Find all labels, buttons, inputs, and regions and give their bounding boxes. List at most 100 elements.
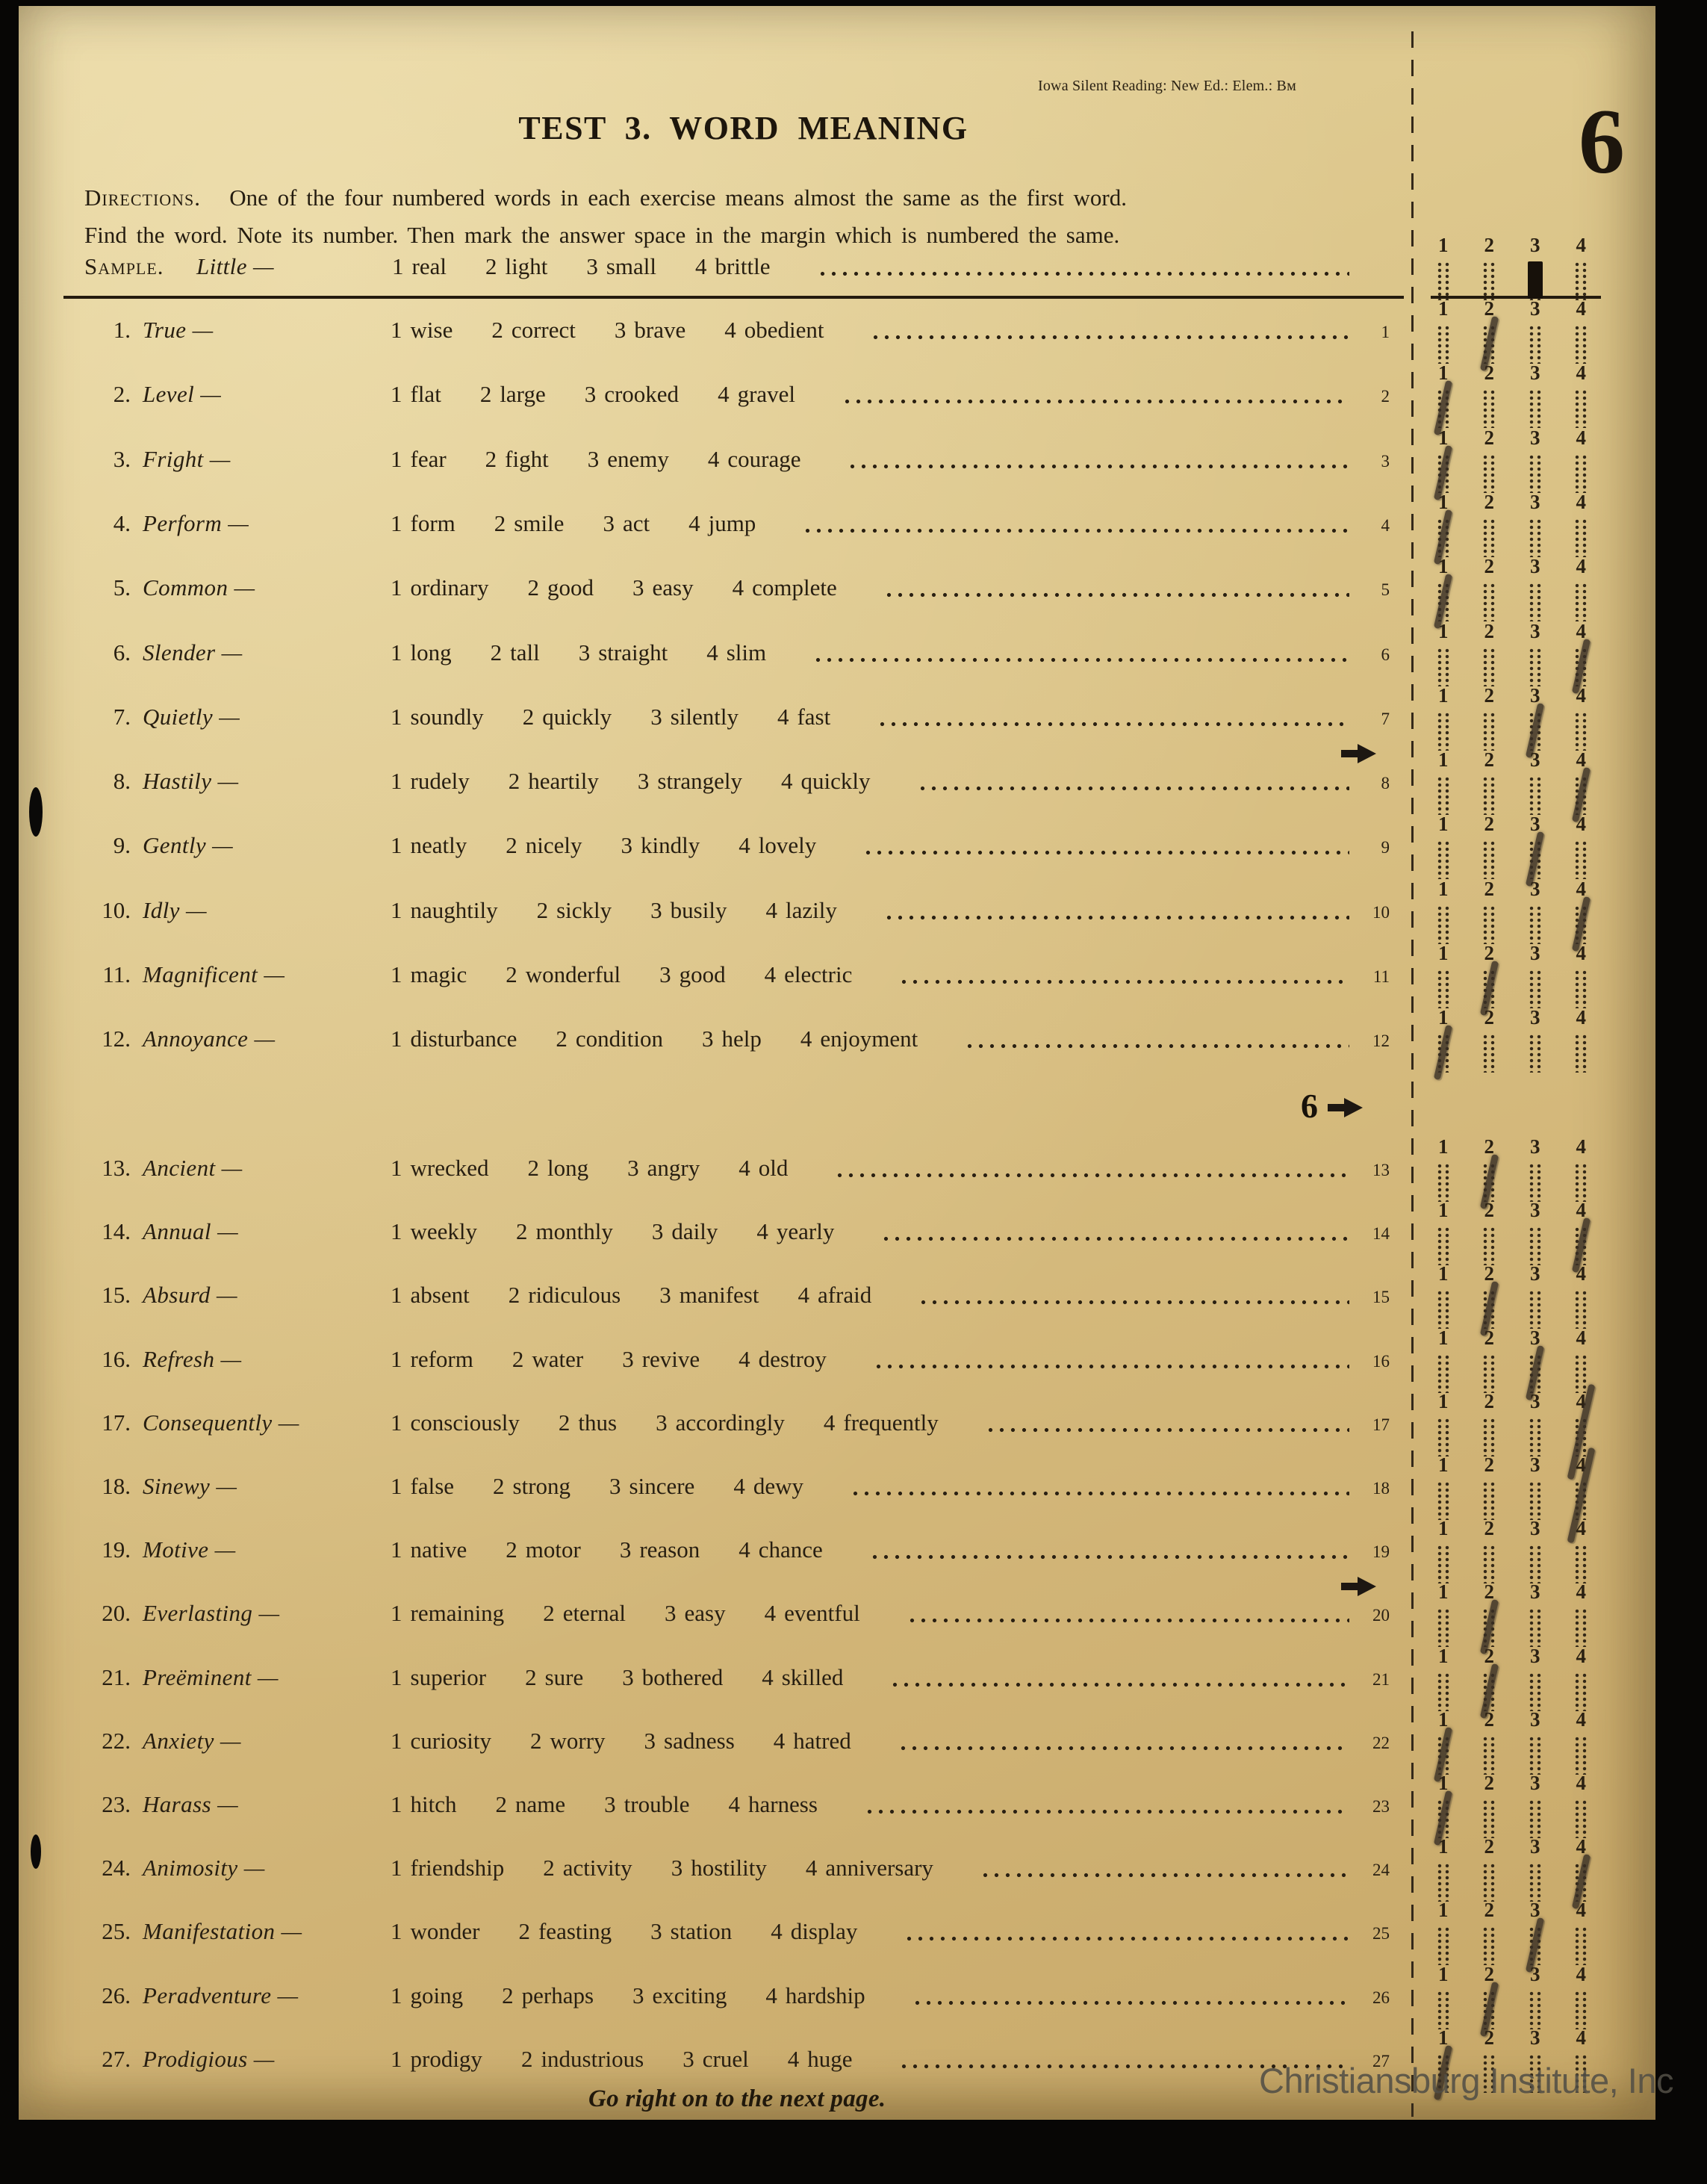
option-digit: 4: [765, 1982, 777, 2008]
option-digit: 3: [604, 1791, 616, 1817]
option-4: 4 dewy: [733, 1473, 803, 1499]
directions-paragraph: Directions. One of the four numbered wor…: [84, 179, 1393, 253]
option-3: 3 brave: [614, 317, 686, 343]
answer-dots: [1527, 1290, 1543, 1329]
option-1: 1 curiosity: [391, 1728, 491, 1754]
answer-column-label: 4: [1576, 620, 1587, 642]
answer-dots: [1527, 1736, 1543, 1775]
answer-column-label: 3: [1530, 1645, 1540, 1667]
answer-cell: [1467, 1736, 1513, 1775]
row-number: 27: [1372, 2052, 1390, 2070]
question-word: Perform —: [143, 510, 249, 536]
option-digit: 1: [391, 1791, 402, 1817]
option-digit: 2: [543, 1855, 555, 1881]
question-row: 10. Idly — 1 naughtily 2 sickly 3 busily 4 lazily…: [84, 896, 1390, 925]
answer-dots: [1435, 776, 1451, 815]
question-number: 6.: [113, 639, 131, 666]
question-word: Absurd —: [143, 1282, 237, 1308]
answer-cell: [1512, 1799, 1558, 1838]
answer-block-header: 1 2 3 4: [1420, 1455, 1604, 1475]
answer-cell: [1467, 1926, 1513, 1965]
question-number: 27.: [102, 2046, 131, 2072]
option-3: 3 good: [659, 961, 726, 987]
answer-cell: [1420, 1163, 1467, 1202]
answer-dots: [1527, 583, 1543, 621]
right-arrow-icon: [1328, 1098, 1364, 1117]
answer-cells: [1420, 638, 1604, 695]
answer-block: 1 2 3 4: [1420, 555, 1604, 630]
answer-dots: [1527, 1991, 1543, 2029]
question-row: 27. Prodigious — 1 prodigy 2 industrious 3 crue…: [84, 2045, 1390, 2074]
option-4: 4 display: [771, 1918, 858, 1944]
option-digit: 2: [516, 1218, 528, 1244]
option-digit: 1: [391, 639, 402, 666]
option-3: 3 silently: [650, 704, 739, 730]
option-2: 2 long: [527, 1155, 589, 1181]
answer-dots: [1481, 1736, 1497, 1775]
answer-column-label: 3: [1530, 1517, 1540, 1539]
answer-dots: [1527, 776, 1543, 815]
answer-block-header: 1 2 3 4: [1420, 1264, 1604, 1284]
option-digit: 1: [391, 1473, 402, 1499]
answer-block-header: 1 2 3 4: [1420, 1710, 1604, 1730]
option-digit: 3: [651, 1218, 664, 1244]
answer-block-header: 1 2 3 4: [1420, 1837, 1604, 1857]
option-1: 1 prodigy: [391, 2046, 482, 2072]
answer-dots: [1573, 840, 1589, 879]
answer-column-label: 4: [1576, 1963, 1587, 1985]
question-number: 12.: [102, 1026, 131, 1052]
option-digit: 1: [391, 1855, 402, 1881]
answer-dots: [1481, 1034, 1497, 1073]
row-number: 14: [1372, 1224, 1390, 1243]
answer-column-label: 2: [1484, 1835, 1495, 1858]
question-number: 5.: [113, 574, 131, 601]
answer-cell: [1420, 1354, 1467, 1393]
answer-cell: [1512, 325, 1558, 364]
option-4: 4 slim: [706, 639, 767, 666]
option-digit: 1: [391, 574, 402, 601]
option-digit: 3: [622, 1346, 634, 1372]
option-3: 3 kindly: [621, 832, 700, 858]
answer-block: 1 2 3 4: [1420, 428, 1604, 501]
option-4: 4 electric: [764, 961, 853, 987]
dotted-leader: [812, 656, 1349, 663]
answer-column-label: 4: [1576, 748, 1587, 771]
option-4: 4 chance: [739, 1536, 823, 1563]
option-digit: 1: [391, 1536, 402, 1563]
row-number: 12: [1372, 1031, 1390, 1050]
question-row: 17. Consequently — 1 consciously 2 thus 3 accor…: [84, 1409, 1390, 1438]
answer-column-label: 3: [1530, 620, 1540, 642]
option-digit: 4: [764, 961, 777, 987]
answer-dots: [1527, 1545, 1543, 1583]
answer-dots: [1573, 518, 1589, 557]
sample-row: Sample. Little — 1 real 2 light 3 small 4 brittle: [84, 252, 1390, 282]
answer-dots: [1573, 1608, 1589, 1647]
answer-column-label: 2: [1484, 555, 1495, 577]
question-row: 26. Peradventure — 1 going 2 perhaps 3 exciting…: [84, 1982, 1390, 2011]
answer-cell: [1512, 1736, 1558, 1775]
option-4: 4 old: [739, 1155, 789, 1181]
option-digit: 4: [739, 1155, 750, 1181]
option-digit: 2: [485, 253, 497, 279]
answer-cells: [1420, 261, 1604, 300]
option-digit: 4: [739, 832, 750, 858]
answer-cell: [1420, 1608, 1467, 1647]
answer-dots: [1435, 1608, 1451, 1647]
option-digit: 2: [512, 1346, 524, 1372]
row-number: 10: [1372, 903, 1390, 922]
answer-block-header: 1 2 3 4: [1420, 428, 1604, 448]
answer-column-label: 2: [1484, 1327, 1495, 1349]
option-digit: 3: [650, 704, 662, 730]
answer-column-label: 4: [1576, 684, 1587, 707]
answer-mark-solid: [1527, 261, 1543, 299]
answer-block-header: 1 2 3 4: [1420, 492, 1604, 512]
answer-dots: [1481, 261, 1497, 300]
question-row: 19. Motive — 1 native 2 motor 3 reason 4 chance 19: [84, 1536, 1390, 1565]
answer-dots: [1573, 712, 1589, 751]
answer-dots: [1573, 583, 1589, 621]
option-digit: 1: [391, 1982, 402, 2008]
answer-dots: [1481, 648, 1497, 686]
answer-column-label: 3: [1530, 1454, 1540, 1476]
answer-cells: [1420, 1545, 1604, 1583]
answer-cells: [1420, 444, 1604, 501]
